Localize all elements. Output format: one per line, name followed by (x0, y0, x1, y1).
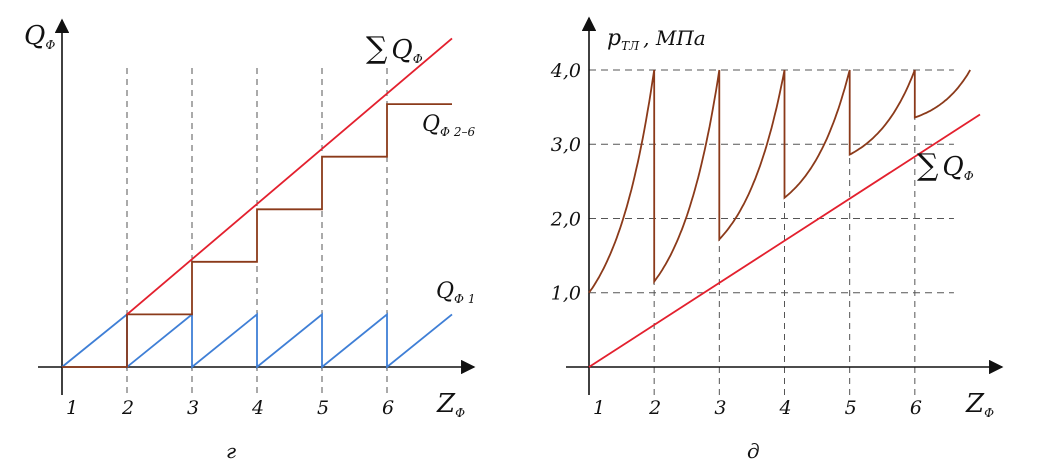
right-x-tick-2: 2 (648, 397, 661, 419)
left-x-tick-2: 2 (121, 397, 134, 419)
right-chart: 1 2 3 4 5 6 1,0 2,0 3,0 4,0 pТЛ, МПа ZФ ∑ QФ д (550, 16, 1004, 463)
left-x-tick-3: 3 (187, 397, 199, 419)
left-x-tick-5: 5 (317, 397, 329, 419)
right-x-tick-1: 1 (593, 397, 605, 419)
left-x-tick-6: 6 (382, 397, 394, 419)
right-y-tick-1,0: 1,0 (551, 283, 581, 305)
right-x-tick-5: 5 (845, 397, 857, 419)
right-x-tick-4: 4 (779, 397, 792, 419)
right-series-sum (588, 113, 981, 368)
left-series-saw (61, 312, 453, 369)
left-chart: 1 2 3 4 5 6 QФ ZФ ∑ QФ QФ 2–6 QФ 1 г (24, 18, 475, 463)
right-y-tick-2,0: 2,0 (550, 208, 581, 230)
right-series (588, 69, 981, 368)
right-y-ticks: 1,0 2,0 3,0 4,0 (550, 60, 581, 305)
right-x-tick-3: 3 (714, 397, 726, 419)
left-x-label: ZФ (436, 389, 465, 420)
right-y-label: pТЛ, МПа (607, 26, 706, 53)
left-caption: г (226, 439, 236, 463)
right-sum-annotation: ∑ QФ (917, 148, 974, 183)
right-series-pressure (588, 69, 971, 294)
left-series-sum (126, 37, 453, 316)
left-x-tick-4: 4 (251, 397, 264, 419)
right-caption: д (747, 439, 760, 463)
left-series (61, 37, 453, 369)
right-x-label: ZФ (965, 389, 994, 420)
left-saw-annotation: QФ 1 (436, 279, 475, 306)
left-x-ticks: 1 2 3 4 5 6 (66, 397, 394, 419)
right-y-tick-4,0: 4,0 (550, 60, 581, 82)
left-sum-annotation: ∑ QФ (366, 31, 423, 66)
left-y-label: QФ (24, 21, 55, 52)
right-y-tick-3,0: 3,0 (551, 134, 581, 156)
right-x-ticks: 1 2 3 4 5 6 (593, 397, 922, 419)
left-series-stair (62, 103, 452, 368)
left-x-tick-1: 1 (66, 397, 78, 419)
right-x-tick-6: 6 (910, 397, 922, 419)
left-stair-annotation: QФ 2–6 (422, 112, 475, 139)
right-grid (589, 69, 954, 398)
